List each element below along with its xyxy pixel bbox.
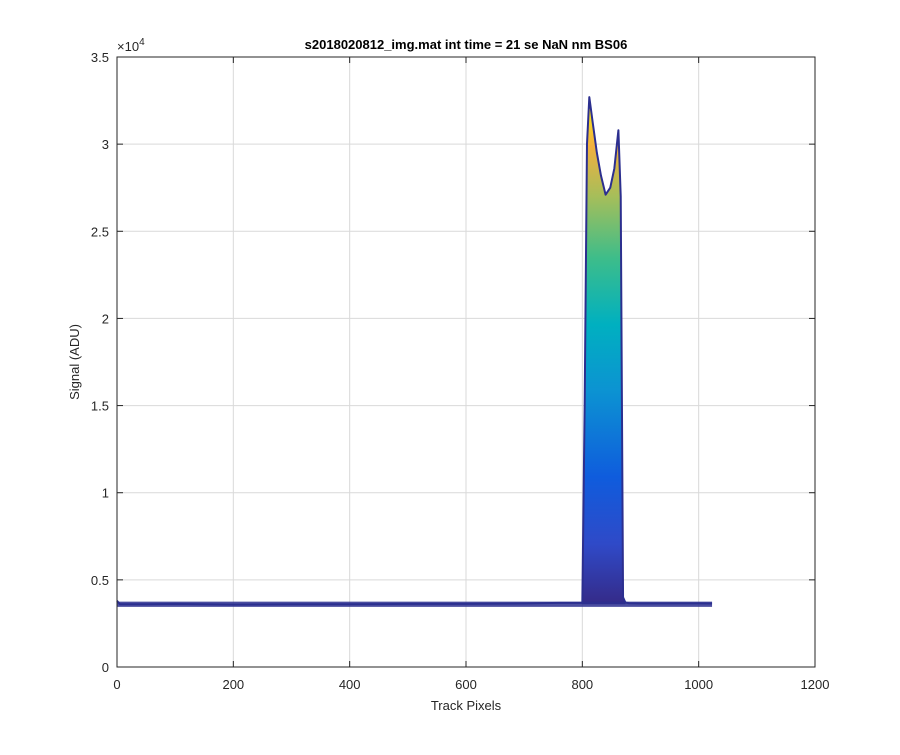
x-tick-label: 600	[455, 677, 477, 692]
y-tick-label: 3	[102, 137, 109, 152]
x-tick-label: 400	[339, 677, 361, 692]
y-axis-label: Signal (ADU)	[67, 324, 82, 400]
tick-labels: 0 200 400 600 800 1000 1200 0 0.5 1 1.5 2 2.5 3 3.5	[91, 50, 830, 692]
grid-lines	[117, 57, 815, 667]
y-tick-label: 1.5	[91, 399, 109, 414]
signal-baseline-band	[117, 601, 713, 607]
x-tick-label: 200	[222, 677, 244, 692]
y-tick-label: 1	[102, 486, 109, 501]
signal-peak-area	[582, 97, 626, 605]
y-tick-label: 0.5	[91, 573, 109, 588]
data-layer	[116, 96, 713, 607]
y-tick-label: 0	[102, 660, 109, 675]
y-tick-label: 2.5	[91, 224, 109, 239]
x-tick-label: 1200	[801, 677, 830, 692]
x-tick-label: 1000	[684, 677, 713, 692]
y-exponent-base: ×10	[117, 39, 139, 54]
chart-title: s2018020812_img.mat int time = 21 se NaN…	[305, 37, 628, 52]
axes	[116, 56, 816, 668]
y-tick-label: 3.5	[91, 50, 109, 65]
y-exponent-power: 4	[139, 37, 145, 48]
x-tick-label: 800	[571, 677, 593, 692]
x-tick-label: 0	[113, 677, 120, 692]
x-axis-label: Track Pixels	[431, 698, 502, 713]
y-exponent-label: ×104	[117, 37, 145, 54]
y-tick-label: 2	[102, 311, 109, 326]
